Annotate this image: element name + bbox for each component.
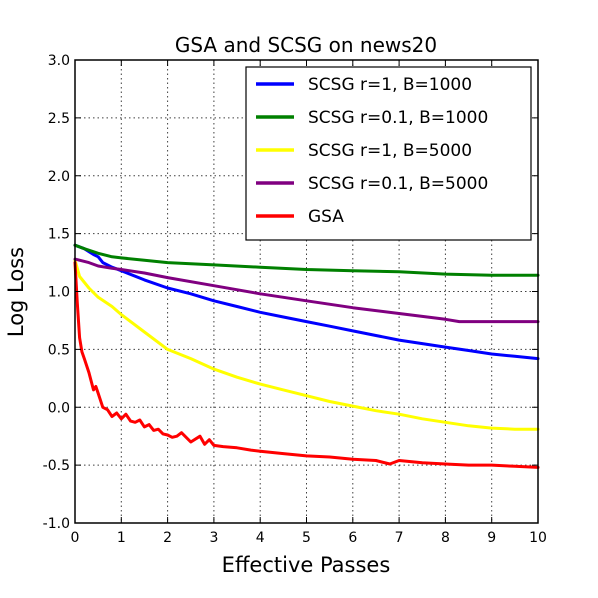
x-tick-label: 5	[302, 530, 311, 546]
x-tick-label: 10	[529, 530, 547, 546]
series-line-3	[73, 258, 540, 431]
y-tick-label: 0.5	[48, 342, 70, 358]
x-tick-label: 6	[348, 530, 357, 546]
y-tick-label: 1.5	[48, 227, 70, 243]
chart-title: GSA and SCSG on news20	[175, 33, 437, 57]
legend-box	[245, 66, 532, 241]
y-tick-label: 2.5	[48, 111, 70, 127]
x-tick-label: 3	[209, 530, 218, 546]
y-axis-label: Log Loss	[4, 247, 28, 337]
series-line-2	[73, 243, 540, 277]
legend-label-3: SCSG r=1, B=5000	[308, 141, 472, 161]
legend-label-4: SCSG r=0.1, B=5000	[308, 174, 488, 194]
y-tick-label: 2.0	[48, 169, 70, 185]
y-tick-label: 0.0	[48, 400, 70, 416]
x-tick-label: 1	[117, 530, 126, 546]
legend: SCSG r=1, B=1000 SCSG r=0.1, B=1000 SCSG r…	[245, 66, 532, 241]
x-tick-label: 0	[71, 530, 80, 546]
y-tick-label: 3.0	[48, 53, 70, 69]
y-tick-label: -1.0	[43, 516, 70, 532]
series-line-1	[73, 243, 540, 361]
y-tick-label: -0.5	[43, 458, 70, 474]
x-axis-label: Effective Passes	[222, 553, 391, 577]
series-line-5	[73, 261, 540, 469]
x-tick-label: 2	[163, 530, 172, 546]
legend-label-2: SCSG r=0.1, B=1000	[308, 108, 488, 128]
axis-ticks: 0 1 2 3 4 5 6 7 8 9 10 -1.0 -0.5 0.0 0.5 1.0 1.5 2.0 2.5 3.…	[43, 53, 547, 546]
series-lines	[73, 243, 540, 469]
x-tick-label: 9	[487, 530, 496, 546]
x-tick-label: 4	[256, 530, 265, 546]
series-line-4	[73, 257, 540, 324]
y-tick-label: 1.0	[48, 285, 70, 301]
x-tick-label: 8	[441, 530, 450, 546]
legend-label-1: SCSG r=1, B=1000	[308, 75, 472, 95]
legend-label-5: GSA	[308, 207, 344, 227]
x-tick-label: 7	[395, 530, 404, 546]
